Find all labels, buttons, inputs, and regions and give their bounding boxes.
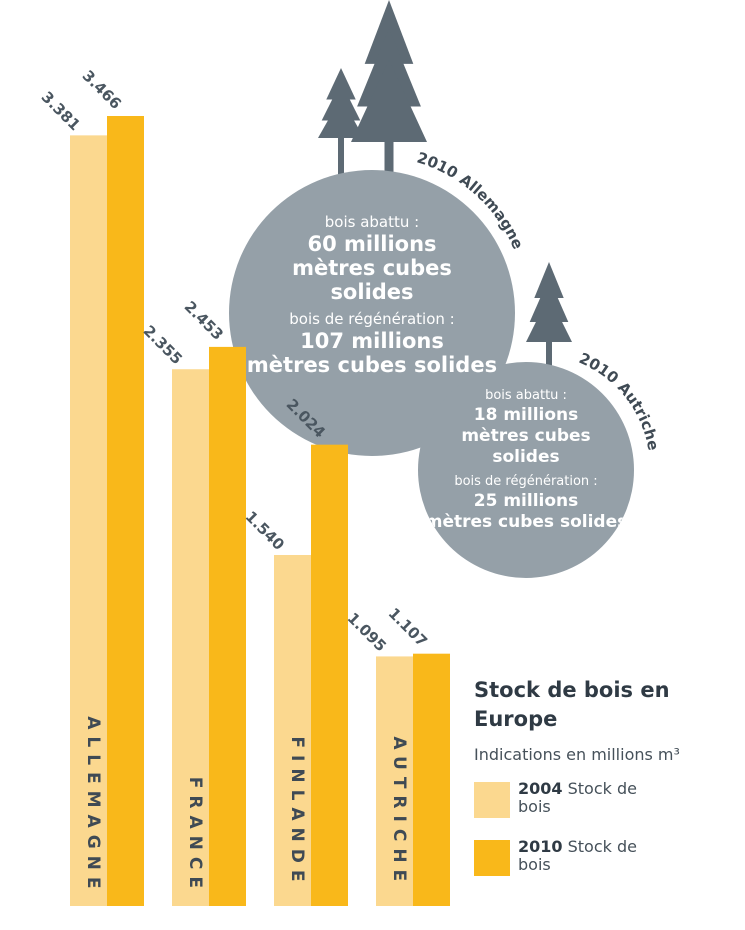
tree-illustrations [318, 0, 572, 370]
value-label-france-2010: 2.453 [181, 297, 227, 343]
legend: Stock de bois en Europe Indications en m… [474, 676, 734, 882]
legend-swatch-2010 [474, 840, 510, 876]
tree-right-icon [526, 262, 572, 370]
bar-allemagne-2004 [70, 135, 107, 907]
category-label-allemagne: ALLEMAGNE [83, 716, 103, 895]
bubble1-text-line-6: mètres cubes solides [247, 353, 497, 377]
bubble2-text-line-1: 18 millions [474, 405, 579, 425]
bar-france-2010 [209, 346, 246, 907]
value-label-autriche-2010: 1.107 [385, 604, 431, 650]
bubble1-text-line-5: 107 millions [300, 329, 444, 353]
bar-france-2004 [172, 369, 209, 906]
bubble2-text-line-6: mètres cubes solides [425, 512, 628, 532]
legend-item-2004: 2004 Stock de bois [474, 780, 734, 824]
category-label-autriche: AUTRICHE [389, 736, 409, 888]
bar-allemagne-2010 [107, 116, 144, 906]
value-label-allemagne-2004: 3.381 [38, 88, 84, 134]
bar-autriche-2004 [376, 656, 413, 906]
legend-year-2010: 2010 [518, 837, 563, 856]
legend-swatch-2004 [474, 782, 510, 818]
bubble2-text-line-4: bois de régénération : [454, 474, 597, 489]
bubble2-text-line-3: solides [492, 447, 559, 467]
legend-item-2010: 2010 Stock de bois [474, 838, 734, 882]
bubble2-text-line-5: 25 millions [474, 491, 579, 511]
category-label-finlande: FINLANDE [287, 736, 307, 888]
bubble2-text-line-2: mètres cubes [461, 426, 590, 446]
bubble1-text-line-2: mètres cubes [292, 256, 452, 280]
value-label-autriche-2004: 1.095 [344, 609, 390, 655]
legend-year-2004: 2004 [518, 779, 563, 798]
bubble2-text-line-0: bois abattu : [485, 388, 567, 403]
value-label-allemagne-2010: 3.466 [79, 67, 125, 113]
value-label-finlande-2004: 1.540 [242, 508, 288, 554]
bubble1-text-line-3: solides [330, 280, 413, 304]
bubble1-text-line-1: 60 millions [307, 232, 436, 256]
tree-small-icon [318, 68, 364, 178]
bubble1-text-line-4: bois de régénération : [289, 310, 454, 328]
bar-finlande-2004 [274, 554, 311, 906]
legend-label-2010: Stock de bois [518, 837, 637, 874]
bar-autriche-2010 [413, 653, 450, 906]
value-label-france-2004: 2.355 [140, 322, 186, 368]
bubble1-text-line-0: bois abattu : [325, 213, 419, 231]
category-label-france: FRANCE [185, 777, 205, 895]
chart-subtitle: Indications en millions m³ [474, 745, 680, 764]
bubble-autriche [418, 362, 634, 578]
chart-title: Stock de bois en Europe [474, 678, 670, 731]
legend-label-2004: Stock de bois [518, 779, 637, 816]
tree-large-icon [351, 0, 427, 175]
bar-finlande-2010 [311, 444, 348, 906]
bubble-allemagne [229, 170, 515, 456]
